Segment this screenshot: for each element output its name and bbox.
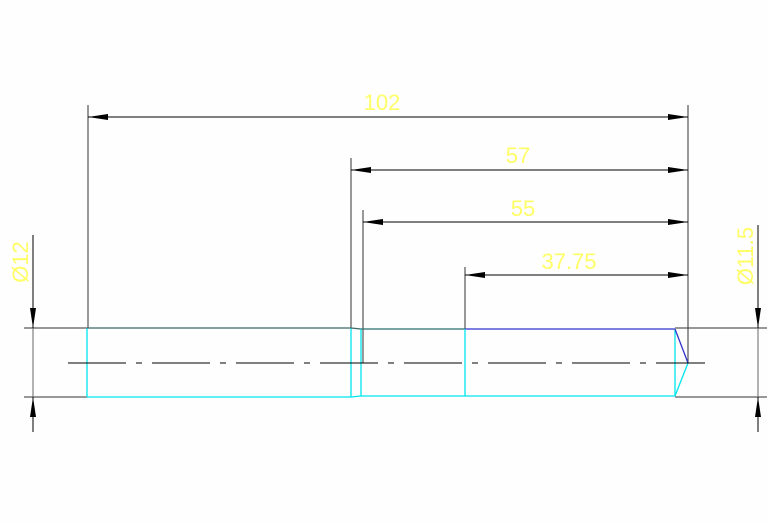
dim-text-55: 55 (511, 196, 535, 221)
dim-text-dia-11-5: Ø11.5 (733, 227, 758, 285)
dim-text-dia-12: Ø12 (8, 241, 33, 283)
dim-text-57: 57 (506, 143, 530, 168)
dim-text-102: 102 (364, 90, 401, 115)
dimension-lines (30, 114, 761, 432)
extension-lines (24, 105, 767, 398)
dim-text-37-75: 37.75 (541, 249, 596, 274)
